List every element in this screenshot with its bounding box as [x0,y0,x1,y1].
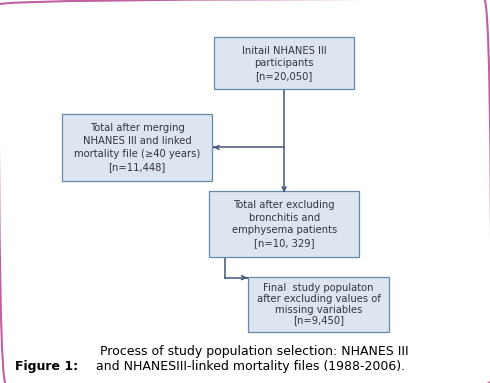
Text: [n=11,448]: [n=11,448] [109,162,166,172]
Text: mortality file (≥40 years): mortality file (≥40 years) [74,149,200,159]
Text: [n=20,050]: [n=20,050] [256,70,313,81]
Text: [n=10, 329]: [n=10, 329] [254,238,315,248]
Text: Process of study population selection: NHANES III
and NHANESIII-linked mortality: Process of study population selection: N… [96,345,409,373]
Text: NHANES III and linked: NHANES III and linked [83,136,192,146]
FancyBboxPatch shape [62,114,212,181]
Text: missing variables: missing variables [275,305,362,315]
Text: [n=9,450]: [n=9,450] [293,316,344,326]
Text: participants: participants [254,58,314,68]
Text: after excluding values of: after excluding values of [257,294,380,304]
Text: Total after merging: Total after merging [90,123,185,133]
Text: Figure 1:: Figure 1: [15,360,78,373]
Text: bronchitis and: bronchitis and [248,213,320,223]
Text: emphysema patients: emphysema patients [232,225,337,236]
Text: Initail NHANES III: Initail NHANES III [242,46,326,56]
FancyBboxPatch shape [209,192,359,257]
FancyBboxPatch shape [248,277,389,332]
FancyBboxPatch shape [214,37,354,89]
Text: Total after excluding: Total after excluding [233,200,335,210]
Text: Final  study populaton: Final study populaton [263,283,374,293]
